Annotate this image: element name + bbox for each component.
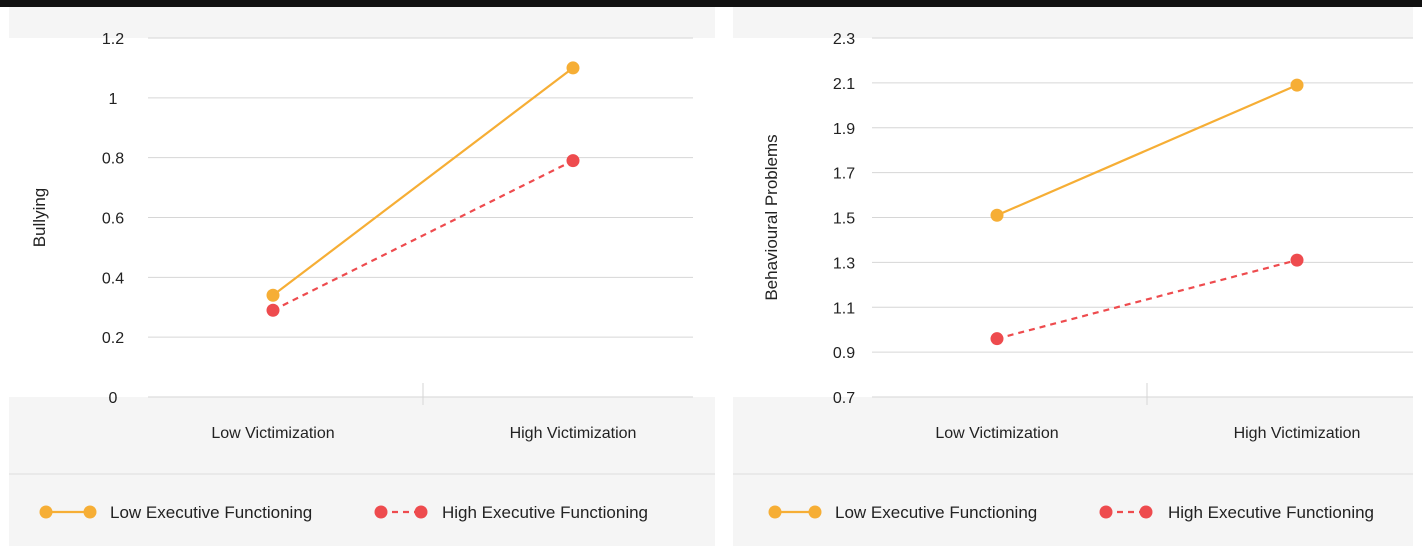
y-tick-label: 0.9 [833, 345, 855, 362]
legend-label: Low Executive Functioning [110, 503, 312, 522]
x-category-label: High Victimization [1234, 425, 1361, 442]
data-point [990, 332, 1004, 346]
y-tick-label: 1.7 [833, 166, 855, 183]
legend-label: Low Executive Functioning [835, 503, 1037, 522]
y-tick-label: 1.5 [833, 211, 855, 228]
y-axis-label: Behavioural Problems [762, 134, 781, 300]
top-border-bar [0, 0, 1422, 7]
y-axis-label: Bullying [30, 188, 49, 248]
data-point [566, 154, 580, 168]
x-category-label: Low Victimization [935, 425, 1058, 442]
data-point [1290, 253, 1304, 267]
legend-label: High Executive Functioning [442, 503, 648, 522]
y-tick-label: 2.1 [833, 76, 855, 93]
legend-marker [1099, 505, 1113, 519]
legend-marker [1139, 505, 1153, 519]
y-tick-label: 0.6 [102, 211, 124, 228]
y-tick-label: 2.3 [833, 31, 855, 48]
legend-label: High Executive Functioning [1168, 503, 1374, 522]
y-tick-label: 0 [109, 390, 118, 407]
data-point [566, 61, 580, 75]
y-tick-label: 0.2 [102, 330, 124, 347]
y-tick-label: 1 [109, 91, 118, 108]
data-point [1290, 78, 1304, 92]
series-line [272, 159, 574, 312]
x-category-label: Low Victimization [211, 425, 334, 442]
legend-marker [414, 505, 428, 519]
data-point [266, 303, 280, 317]
y-tick-label: 1.2 [102, 31, 124, 48]
bullying-chart: 0 0.2 0.4 0.6 0.8 1 1.2 Bullying Low Victimizati… [9, 31, 715, 522]
legend-marker [39, 505, 53, 519]
series-line [996, 84, 1298, 217]
legend-marker [768, 505, 782, 519]
y-tick-label: 1.1 [833, 300, 855, 317]
x-category-label: High Victimization [510, 425, 637, 442]
legend-marker [83, 505, 97, 519]
series-line [996, 259, 1298, 340]
behavioural-chart: 0.7 0.9 1.1 1.3 1.5 1.7 1.9 2.1 2.3 Behavioural P… [733, 31, 1413, 522]
y-tick-label: 0.8 [102, 151, 124, 168]
data-point [266, 288, 280, 302]
data-point [990, 208, 1004, 222]
y-tick-label: 0.7 [833, 390, 855, 407]
y-tick-label: 0.4 [102, 270, 124, 287]
legend-marker [808, 505, 822, 519]
legend-marker [374, 505, 388, 519]
y-tick-label: 1.3 [833, 255, 855, 272]
y-tick-label: 1.9 [833, 121, 855, 138]
series-line [272, 67, 574, 297]
